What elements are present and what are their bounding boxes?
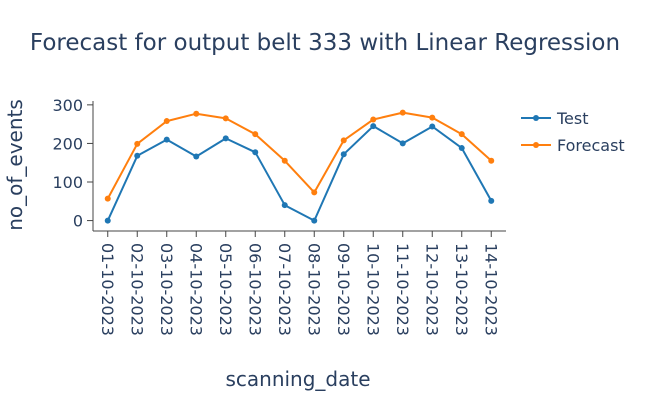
data-point-forecast (104, 195, 111, 202)
data-point-forecast (399, 109, 406, 116)
x-tick-label: 04-10-2023 (186, 243, 205, 336)
legend-label: Test (556, 109, 589, 128)
x-axis-ticks: 01-10-2023 02-10-2023 03-10-2023 04-10-2023… (98, 231, 500, 336)
data-point-forecast (281, 157, 288, 164)
x-tick-label: 09-10-2023 (334, 243, 353, 336)
data-point-test (222, 135, 229, 142)
x-tick-label: 03-10-2023 (157, 243, 176, 336)
y-tick-label: 0 (73, 212, 83, 231)
data-point-forecast (193, 110, 200, 117)
x-tick-label: 05-10-2023 (216, 243, 235, 336)
data-point-forecast (429, 114, 436, 121)
x-tick-label: 14-10-2023 (481, 243, 500, 336)
legend-label: Forecast (557, 136, 625, 155)
data-point-forecast (222, 115, 229, 122)
x-tick-label: 06-10-2023 (245, 243, 264, 336)
data-point-test (488, 197, 495, 204)
x-tick-label: 10-10-2023 (363, 243, 382, 336)
legend-swatch-marker (533, 115, 539, 121)
legend: Test Forecast (521, 109, 625, 155)
series-line-test (106, 125, 493, 222)
x-tick-label: 12-10-2023 (422, 243, 441, 336)
data-point-forecast (488, 157, 495, 164)
legend-item-test[interactable]: Test (521, 109, 589, 128)
data-point-test (370, 123, 377, 130)
data-point-test (429, 123, 436, 130)
x-tick-label: 08-10-2023 (304, 243, 323, 336)
data-point-test (104, 217, 111, 224)
y-tick-label: 100 (52, 173, 83, 192)
data-point-forecast (311, 189, 318, 196)
data-point-forecast (340, 137, 347, 144)
data-point-test (134, 152, 141, 159)
x-tick-label: 07-10-2023 (275, 243, 294, 336)
data-point-forecast (163, 118, 170, 125)
y-axis-title: no_of_events (3, 99, 27, 231)
data-point-test (340, 151, 347, 158)
x-tick-label: 11-10-2023 (393, 243, 412, 336)
data-point-forecast (370, 116, 377, 123)
series-layer (104, 109, 495, 224)
legend-item-forecast[interactable]: Forecast (521, 136, 625, 155)
data-point-test (281, 202, 288, 209)
x-axis-title: scanning_date (225, 367, 370, 391)
legend-swatch-marker (533, 142, 539, 148)
chart-title: Forecast for output belt 333 with Linear… (30, 30, 620, 56)
data-point-test (252, 149, 259, 156)
data-point-forecast (458, 131, 465, 138)
data-point-test (163, 136, 170, 143)
data-point-forecast (252, 131, 259, 138)
x-tick-label: 13-10-2023 (452, 243, 471, 336)
y-tick-label: 200 (52, 134, 83, 153)
x-tick-label: 02-10-2023 (127, 243, 146, 336)
data-point-test (399, 140, 406, 147)
data-point-test (193, 153, 200, 160)
data-point-test (458, 145, 465, 152)
x-tick-label: 01-10-2023 (98, 243, 117, 336)
data-point-test (311, 217, 318, 224)
y-axis-ticks: 0 100 200 300 (52, 96, 93, 231)
y-tick-label: 300 (52, 96, 83, 115)
series-line-forecast (106, 111, 492, 200)
data-point-forecast (134, 140, 141, 147)
